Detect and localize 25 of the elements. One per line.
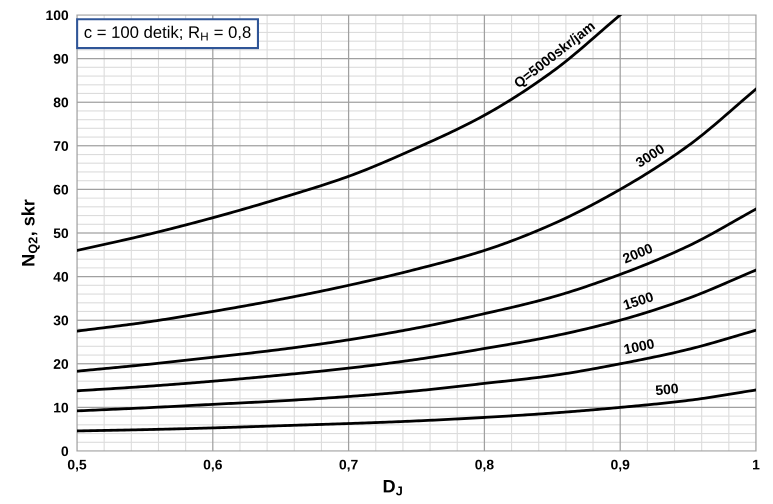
text: 3000: [634, 143, 666, 168]
x-axis-title: D$_{J}$: [384, 480, 402, 496]
x-tick-label: 0,8: [475, 460, 494, 472]
y-axis-title: N$_{Q2}$, skr: [21, 199, 40, 266]
y-tick-label: 20: [54, 359, 68, 369]
y-tick-label: 50: [54, 228, 68, 238]
y-tick-label: 90: [54, 54, 68, 64]
y-tick-label: 30: [54, 316, 68, 326]
y-tick-label: 70: [54, 141, 68, 151]
x-tick-label: 0,9: [611, 460, 630, 472]
y-tick-label: 40: [53, 272, 68, 282]
y-tick-label: 60: [54, 184, 68, 195]
text: 1500: [622, 292, 654, 310]
x-tick-label: 0,5: [68, 460, 86, 472]
x-tick-label: 0,7: [339, 460, 358, 472]
y-tick-label: 80: [54, 98, 68, 108]
annotation: c = 100 detik; R$_{H}$ = 0,8: [84, 26, 251, 41]
text: 2000: [622, 243, 654, 264]
text: 500: [655, 383, 678, 396]
y-tick-label: 10: [54, 402, 68, 413]
x-tick-label: 0,6: [204, 460, 222, 472]
y-tick-label: 0: [61, 446, 68, 456]
y-tick-label: 100: [46, 10, 68, 20]
text: 1000: [624, 338, 655, 354]
x-tick-label: 1: [753, 460, 760, 470]
